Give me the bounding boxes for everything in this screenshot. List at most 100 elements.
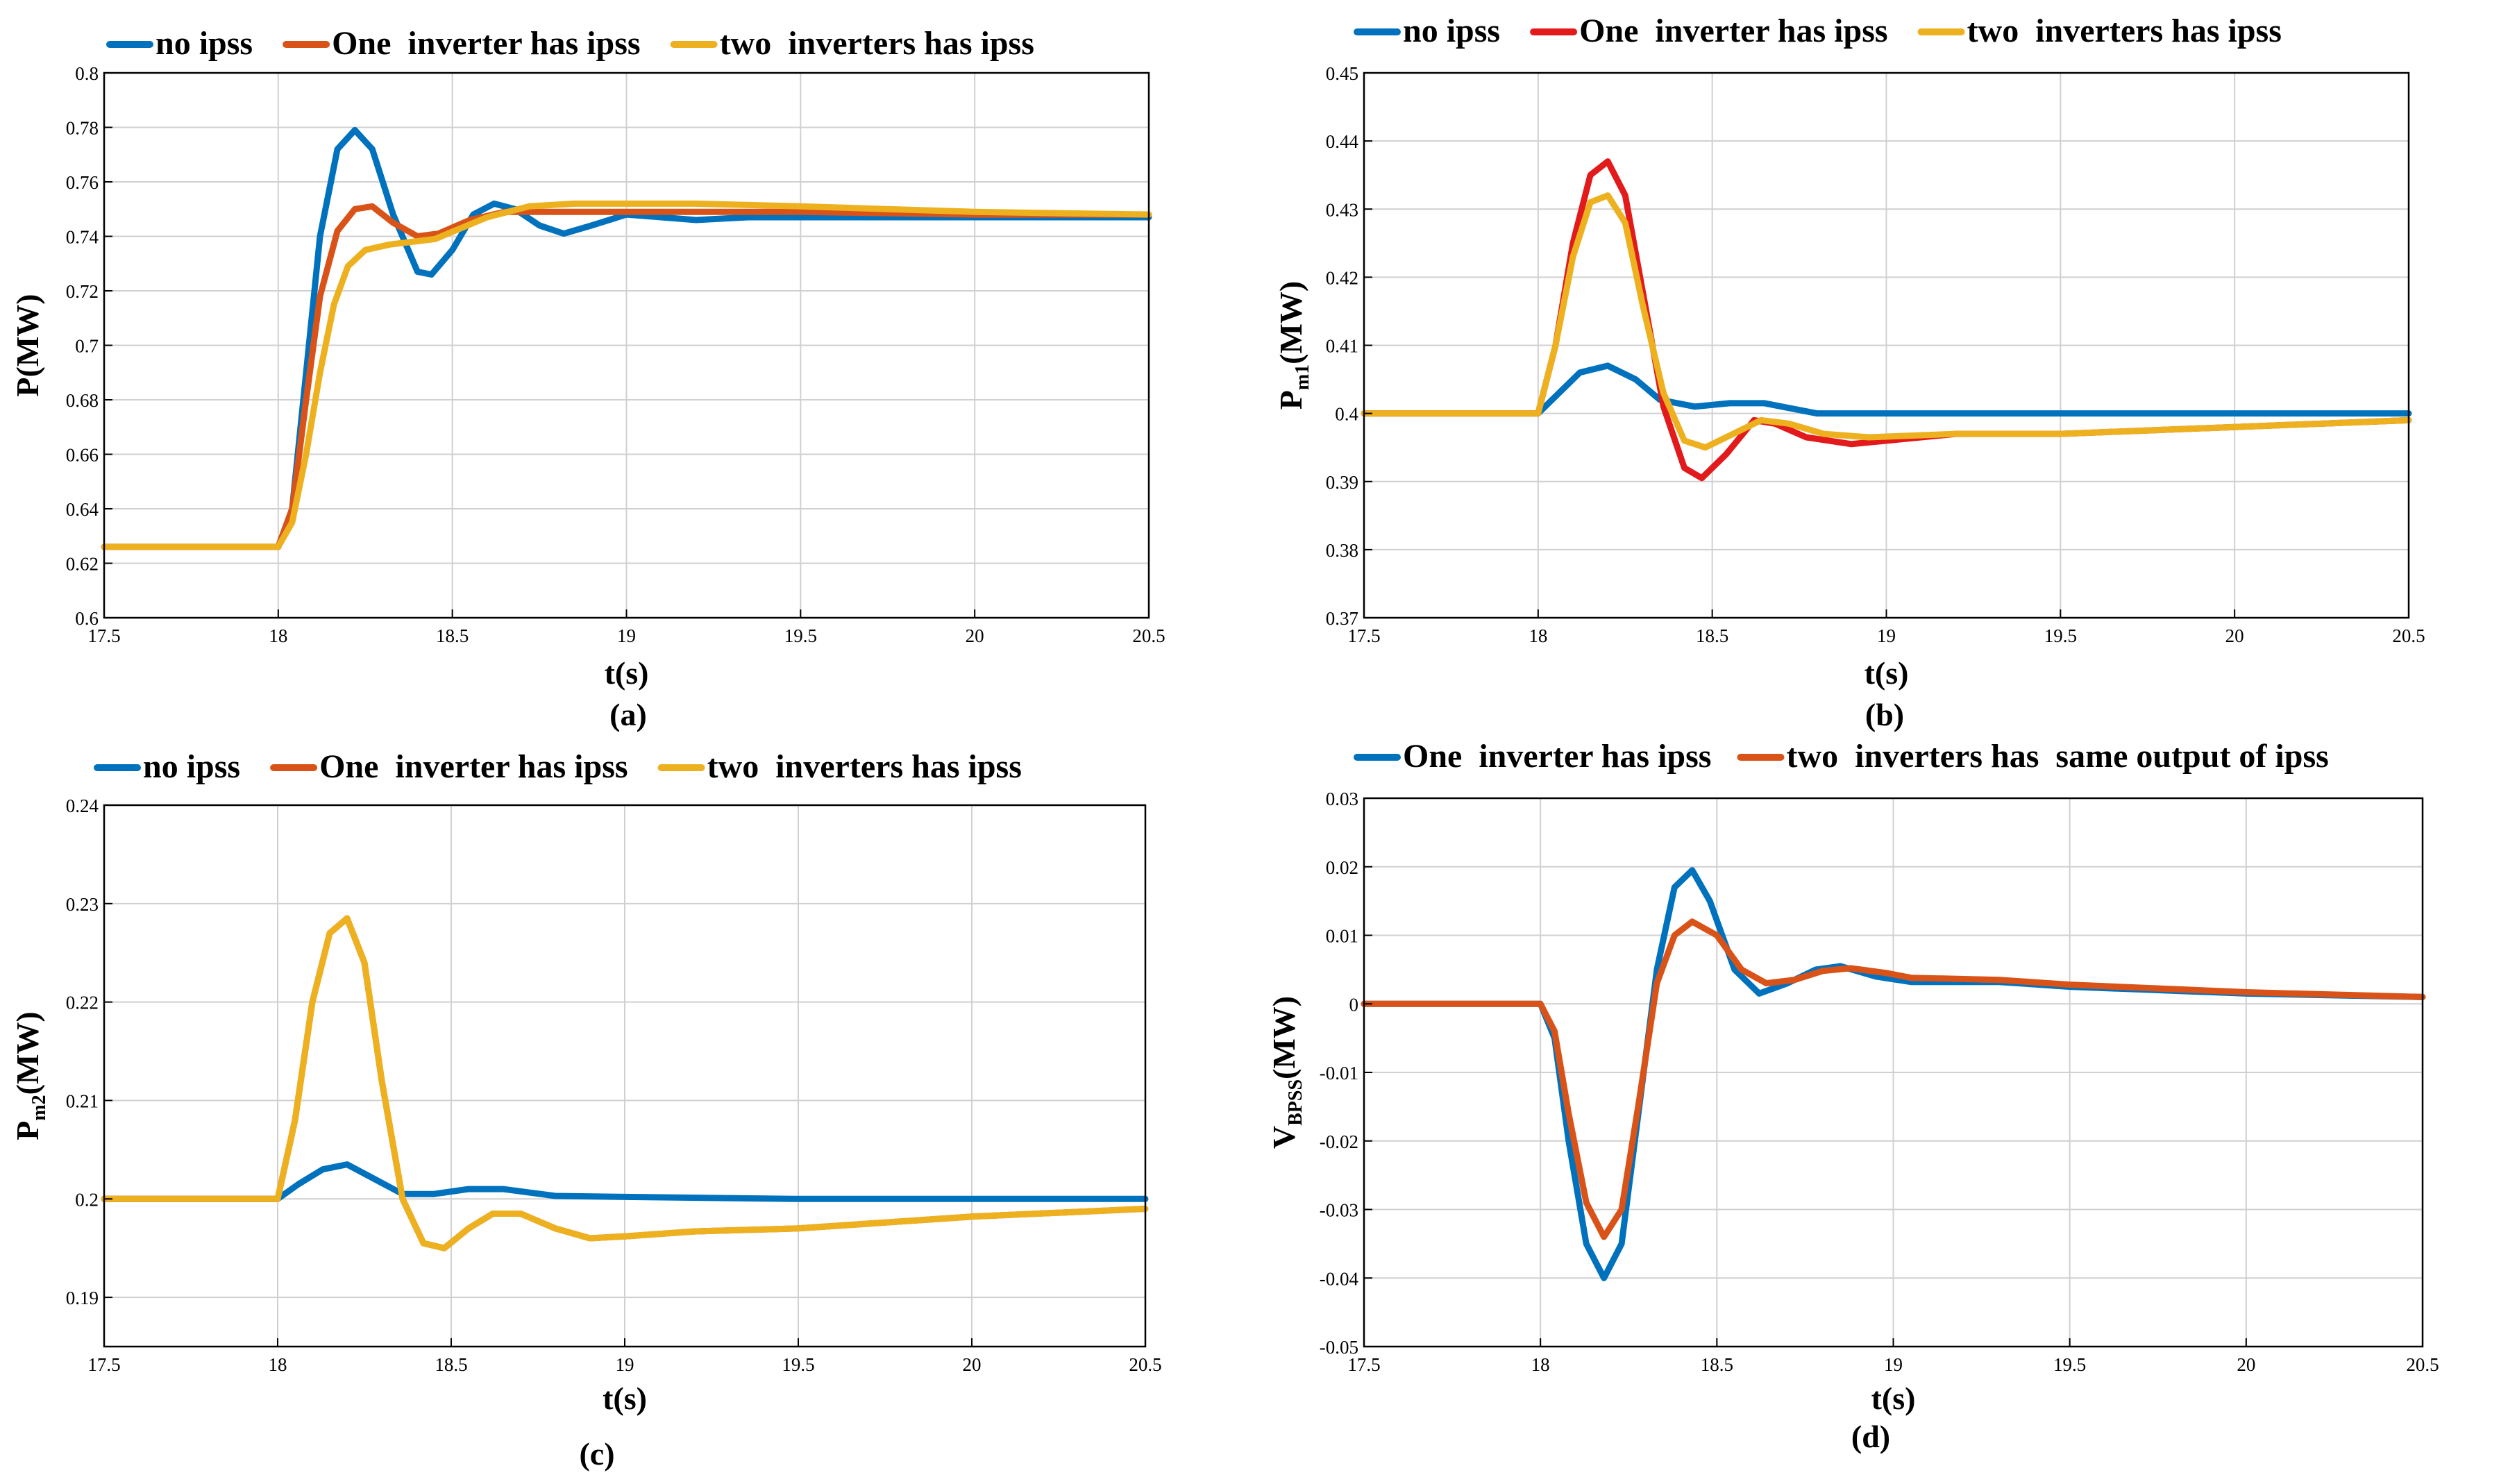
x-tick-label: 19.5 (784, 625, 817, 646)
y-tick-label: -0.01 (1320, 1063, 1358, 1084)
x-tick-label: 20.5 (1132, 625, 1165, 646)
y-tick-label: 0.66 (66, 445, 99, 466)
x-tick-label: 18.5 (436, 625, 469, 646)
y-tick-label: -0.05 (1320, 1337, 1358, 1358)
series-line-3 (101, 200, 1152, 550)
x-axis-label: t(s) (1864, 655, 1909, 691)
x-tick-label: 20.5 (2406, 1354, 2439, 1375)
panel-caption: (d) (1851, 1419, 1890, 1454)
series-line-1 (1361, 867, 2426, 1281)
x-tick-label: 19 (616, 1354, 634, 1375)
x-axis-label: t(s) (605, 655, 649, 691)
y-axis-label-main: P (1273, 390, 1308, 410)
x-axis-label: t(s) (1871, 1381, 1916, 1416)
y-tick-label: 0.2 (75, 1189, 99, 1210)
x-tick-label: 17.5 (87, 1354, 120, 1375)
y-tick-label: 0.01 (1326, 926, 1358, 947)
y-axis-label-subscript: m1 (1292, 364, 1313, 390)
chart-panel-a: 17.5 18 18.5 19 19.5 20 20.5 0.6 0.62 0.64 0.66 0.6… (10, 25, 1165, 732)
legend: no ipss One inverter has ipss two inverter… (106, 25, 1034, 62)
y-tick-label: 0.19 (66, 1288, 99, 1308)
series-line-2 (101, 203, 1152, 550)
y-tick-label: 0.21 (66, 1090, 99, 1111)
y-axis-label: Pm2(MW) (10, 1011, 50, 1140)
x-tick-label: 20 (2237, 1354, 2255, 1375)
y-axis-label-subscript: BPSS (1285, 1079, 1306, 1126)
y-tick-label: 0.39 (1326, 472, 1358, 493)
legend-label-1: One inverter has ipss (1403, 738, 1711, 775)
x-tick-label: 18.5 (1696, 625, 1728, 646)
y-tick-label: 0.38 (1326, 540, 1358, 561)
y-tick-label: 0.72 (66, 281, 99, 302)
y-tick-label: 0.44 (1326, 131, 1359, 152)
series-line-3 (101, 915, 1149, 1251)
chart-panel-b: 17.5 18 18.5 19 19.5 20 20.5 0.37 0.38 0.39 0.4 0.4… (1273, 12, 2425, 732)
panel-caption: (b) (1865, 697, 1904, 732)
legend-label-3: two inverters has ipss (1967, 12, 2282, 49)
x-tick-label: 18 (269, 1354, 287, 1375)
x-tick-label: 18.5 (1701, 1354, 1733, 1375)
y-tick-label: 0.03 (1326, 789, 1358, 809)
x-tick-label: 20 (963, 1354, 982, 1375)
legend-label-2: One inverter has ipss (1579, 12, 1887, 49)
x-tick-label: 19.5 (2053, 1354, 2086, 1375)
legend-label-2: two inverters has same output of ipss (1786, 738, 2328, 775)
x-tick-label: 17.5 (87, 625, 120, 646)
y-tick-label: 0.4 (1335, 404, 1358, 425)
y-axis-label-unit: (MW) (10, 1011, 45, 1095)
legend-label-1: no ipss (143, 748, 240, 785)
y-tick-label: 0.78 (66, 118, 99, 139)
x-tick-label: 19 (1884, 1354, 1903, 1375)
series-line-1 (1361, 362, 2412, 417)
y-tick-label: 0.76 (66, 172, 99, 193)
y-axis-label: P(MW) (10, 294, 45, 396)
y-tick-label: 0.02 (1326, 857, 1358, 878)
x-tick-label: 20 (966, 625, 984, 646)
y-axis-label-unit: (MW) (1266, 996, 1302, 1079)
legend-label-3: two inverters has ipss (720, 25, 1034, 62)
y-tick-label: -0.02 (1320, 1131, 1358, 1152)
x-tick-label: 20 (2225, 625, 2244, 646)
legend-label-2: One inverter has ipss (332, 25, 640, 62)
x-tick-label: 19.5 (782, 1354, 814, 1375)
y-tick-label: 0.68 (66, 390, 99, 411)
y-tick-label: 0.45 (1326, 63, 1358, 84)
y-axis-label-main: V (1266, 1126, 1302, 1149)
panel-caption: (c) (579, 1436, 614, 1472)
chart-panel-d: 17.5 18 18.5 19 19.5 20 20.5 -0.05 -0.04 -0.03 -0.… (1266, 738, 2439, 1454)
y-axis-label-subscript: m2 (28, 1095, 50, 1120)
y-axis-label: VBPSS(MW) (1266, 996, 1306, 1149)
x-tick-label: 18.5 (435, 1354, 467, 1375)
y-tick-label: 0.42 (1326, 267, 1358, 288)
series-line-1 (101, 1161, 1149, 1202)
legend: no ipss One inverter has ipss two inverter… (94, 748, 1022, 785)
x-tick-label: 18 (1531, 1354, 1550, 1375)
y-axis-label: Pm1(MW) (1273, 281, 1313, 410)
y-tick-label: 0.62 (66, 554, 99, 575)
x-axis-label: t(s) (603, 1381, 647, 1416)
series-line-1 (101, 126, 1152, 550)
x-tick-label: 18 (269, 625, 287, 646)
series-line-2 (1361, 918, 2426, 1240)
legend-label-2: One inverter has ipss (319, 748, 628, 785)
y-tick-label: 0.24 (66, 795, 99, 816)
y-tick-label: 0.23 (66, 894, 99, 915)
y-tick-label: 0.22 (66, 993, 99, 1013)
legend-label-1: no ipss (1403, 12, 1500, 49)
legend: One inverter has ipss two inverters has s… (1354, 738, 2329, 775)
chart-panel-c: 17.5 18 18.5 19 19.5 20 20.5 0.19 0.2 0.21 0.22 0.2… (10, 748, 1162, 1472)
legend: no ipss One inverter has ipss two inverter… (1354, 12, 2282, 49)
x-tick-label: 17.5 (1347, 1354, 1380, 1375)
x-tick-label: 19.5 (2044, 625, 2077, 646)
x-tick-label: 20.5 (2392, 625, 2425, 646)
y-tick-label: -0.03 (1320, 1200, 1358, 1221)
panel-caption: (a) (609, 697, 647, 732)
x-tick-label: 20.5 (1129, 1354, 1161, 1375)
y-tick-label: 0.64 (66, 499, 99, 520)
y-tick-label: 0 (1349, 994, 1359, 1015)
x-tick-label: 17.5 (1347, 625, 1380, 646)
series-line-3 (1361, 192, 2412, 451)
y-axis-label-unit: (MW) (1273, 281, 1308, 364)
y-tick-label: 0.43 (1326, 199, 1358, 220)
